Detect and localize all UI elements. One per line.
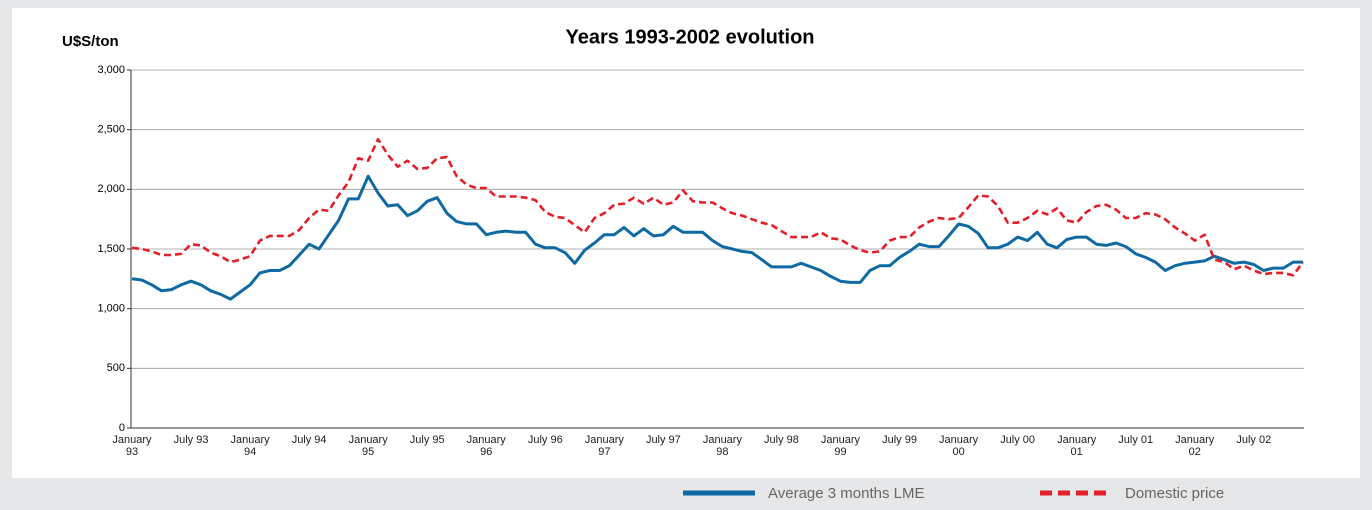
series-line (131, 137, 1305, 277)
y-tick-label: 2,000 (97, 183, 125, 195)
legend-label: Domestic price (1125, 485, 1224, 502)
y-tick-label: 0 (119, 422, 125, 434)
x-tick-label: July 98 (764, 434, 799, 446)
x-tick-label: July 01 (1118, 434, 1154, 446)
chart-title: Years 1993-2002 evolution (565, 26, 814, 48)
x-tick-label: January 00 (939, 434, 979, 458)
x-tick-label: January 97 (584, 434, 624, 458)
x-tick-label: January 96 (466, 434, 506, 458)
x-tick-label: January 93 (112, 434, 152, 458)
x-tick-label: July 02 (1236, 434, 1272, 446)
x-tick-label: July 96 (527, 434, 563, 446)
x-tick-label: July 93 (173, 434, 209, 446)
y-tick-label: 2,500 (97, 124, 125, 136)
y-axis-label: U$S/ton (62, 33, 119, 50)
x-tick-label: July 99 (882, 434, 917, 446)
x-tick-label: July 94 (291, 434, 327, 446)
x-tick-label: January 98 (702, 434, 742, 458)
x-tick-label: January 01 (1057, 434, 1097, 458)
y-tick-label: 1,000 (97, 303, 125, 315)
x-tick-label: July 00 (1000, 434, 1036, 446)
plot-background (12, 8, 1360, 478)
y-tick-label: 3,000 (97, 64, 125, 76)
x-tick-label: January 95 (348, 434, 388, 458)
y-tick-label: 1,500 (97, 243, 125, 255)
legend-label: Average 3 months LME (768, 485, 924, 502)
x-tick-label: July 97 (645, 434, 681, 446)
x-tick-label: January 02 (1175, 434, 1215, 458)
x-tick-label: January 94 (230, 434, 270, 458)
series-line (131, 174, 1303, 301)
x-tick-label: January 99 (820, 434, 861, 458)
y-tick-label: 500 (107, 362, 125, 374)
x-tick-label: July 95 (409, 434, 445, 446)
